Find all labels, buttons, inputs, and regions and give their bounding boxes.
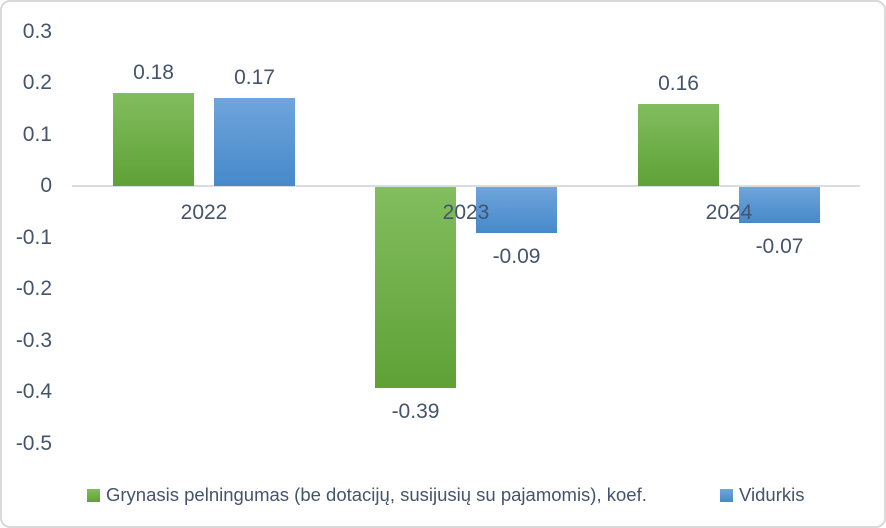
category-label-2023: 2023	[442, 201, 490, 224]
bar-grynasis-pelningumas-2023	[375, 187, 456, 388]
data-label: 0.18	[133, 61, 174, 84]
legend-item-grynasis-pelningumas: Grynasis pelningumas (be dotacijų, susij…	[87, 480, 647, 510]
legend-marker-icon	[87, 488, 100, 502]
bar-grynasis-pelningumas-2022	[113, 93, 194, 186]
category-label-2022: 2022	[180, 201, 228, 224]
bar-vidurkis-2024	[739, 187, 820, 223]
y-axis-tick-label: -0.2	[15, 277, 52, 300]
data-label: -0.09	[492, 245, 541, 268]
bar-grynasis-pelningumas-2024	[638, 104, 719, 186]
legend-label: Grynasis pelningumas (be dotacijų, susij…	[106, 484, 647, 505]
y-axis-tick-label: 0.3	[22, 19, 52, 43]
data-label: -0.39	[391, 400, 440, 423]
y-axis-tick-label: -0.1	[15, 225, 52, 249]
data-label: 0.17	[234, 66, 275, 89]
x-axis-line	[72, 185, 860, 187]
y-axis-tick-label: -0.5	[15, 431, 52, 455]
y-axis-tick-label: -0.4	[15, 380, 52, 403]
category-label-2024: 2024	[705, 201, 753, 224]
y-axis-tick-label: 0.2	[22, 71, 52, 94]
data-label: 0.16	[658, 72, 699, 95]
data-label: -0.07	[755, 235, 804, 258]
y-axis-tick-label: -0.3	[15, 328, 52, 352]
legend-item-vidurkis: Vidurkis	[720, 480, 804, 510]
bar-vidurkis-2022	[214, 98, 295, 186]
y-axis-tick-label: 0	[40, 174, 52, 197]
legend: Grynasis pelningumas (be dotacijų, susij…	[2, 480, 884, 514]
y-axis-tick-label: 0.1	[22, 122, 52, 146]
bar-vidurkis-2023	[476, 187, 557, 233]
legend-label: Vidurkis	[739, 484, 805, 505]
legend-marker-icon	[720, 488, 733, 502]
